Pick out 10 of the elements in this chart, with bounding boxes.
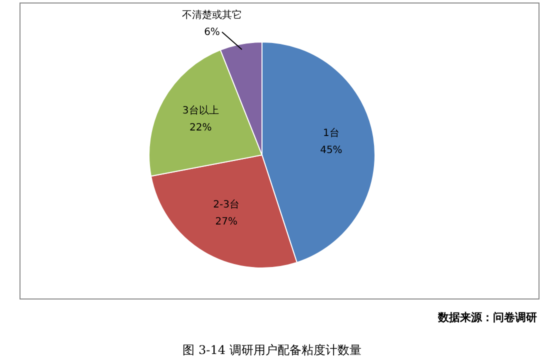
slice-label: 3台以上 bbox=[182, 104, 219, 116]
caption: 图 3-14 调研用户配备粘度计数量 bbox=[182, 343, 362, 357]
slice-label: 1台 bbox=[323, 127, 340, 140]
slice-label: 2-3台 bbox=[213, 198, 240, 210]
data-label: 22% bbox=[189, 122, 212, 134]
source-note: 数据来源：问卷调研 bbox=[437, 311, 537, 324]
data-label: 27% bbox=[215, 216, 238, 228]
slice-label: 不清楚或其它 bbox=[182, 9, 242, 21]
data-label: 45% bbox=[320, 145, 342, 156]
data-label: 6% bbox=[204, 27, 220, 38]
